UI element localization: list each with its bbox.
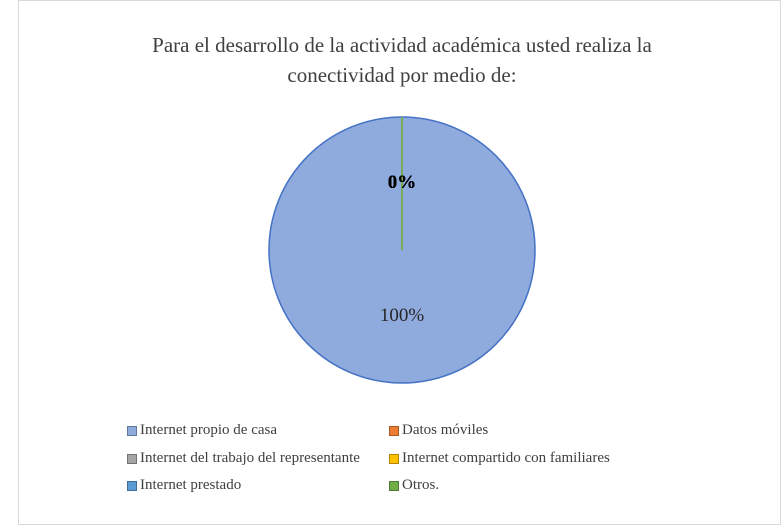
- legend-label: Internet propio de casa: [140, 422, 278, 438]
- legend-swatch: [389, 453, 399, 464]
- data-label: 0%: [388, 172, 417, 193]
- legend-swatch: [389, 425, 399, 436]
- legend-swatch: [127, 425, 137, 436]
- data-label: 100%: [380, 305, 425, 326]
- legend-item: Datos móviles: [389, 422, 488, 439]
- legend-label: Datos móviles: [402, 422, 489, 438]
- legend-label: Internet prestado: [140, 477, 242, 493]
- legend-swatch: [127, 453, 137, 464]
- data-label: 0%: [388, 172, 417, 193]
- data-label: 0%: [388, 172, 417, 193]
- legend-swatch: [389, 480, 399, 491]
- legend-label: Internet compartido con familiares: [402, 450, 610, 466]
- chart-title: Para el desarrollo de la actividad acadé…: [152, 33, 652, 87]
- legend-label: Internet del trabajo del representante: [140, 450, 360, 466]
- legend-item: Internet prestado: [127, 477, 241, 494]
- chart-frame: [18, 0, 781, 525]
- legend-swatch: [127, 480, 137, 491]
- legend-label: Otros.: [402, 477, 440, 493]
- legend-item: Otros.: [389, 477, 439, 494]
- chart-title-box: Para el desarrollo de la actividad acadé…: [18, 30, 782, 90]
- data-label: 0%: [388, 172, 417, 193]
- legend-item: Internet del trabajo del representante: [127, 450, 360, 467]
- legend-item: Internet compartido con familiares: [389, 450, 610, 467]
- legend-item: Internet propio de casa: [127, 422, 277, 439]
- data-label: 0%: [388, 172, 417, 193]
